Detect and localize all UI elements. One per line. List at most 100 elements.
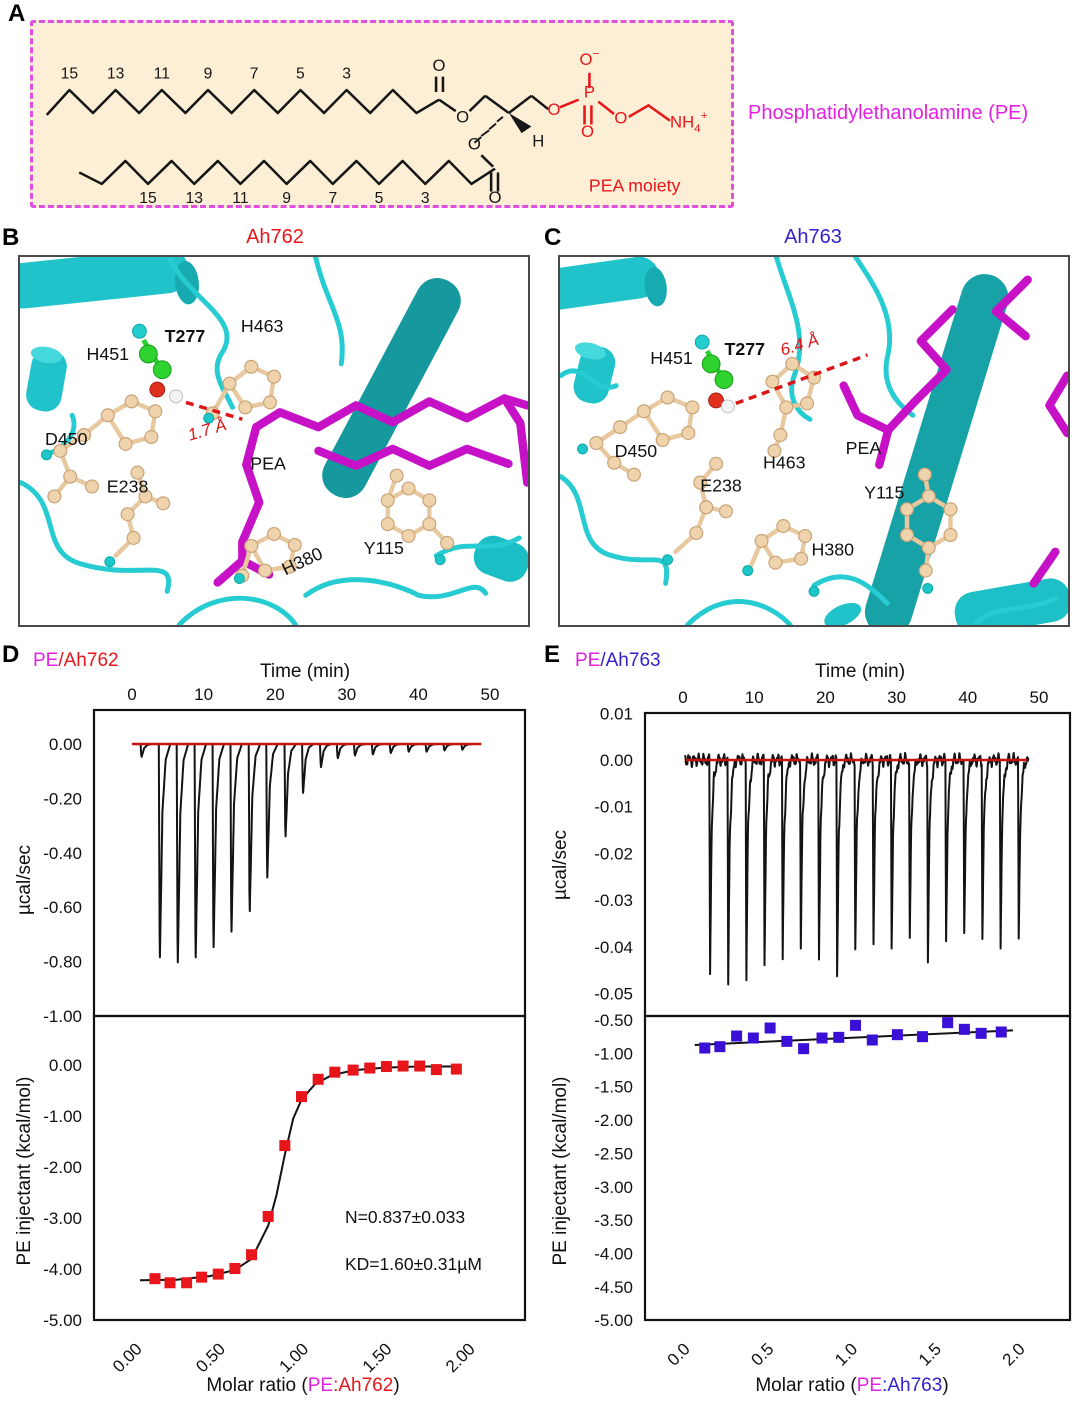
svg-text:-3.50: -3.50 xyxy=(594,1211,633,1230)
svg-text:40: 40 xyxy=(409,685,428,704)
svg-text:H: H xyxy=(532,133,544,151)
svg-text:30: 30 xyxy=(337,685,356,704)
svg-text:-4.50: -4.50 xyxy=(594,1278,633,1297)
panel-b-structure: 1.7 Å H451 T277 H463 D450 E238 PEA H380 … xyxy=(1,247,532,628)
panel-d-header: PE/Ah762 xyxy=(33,650,119,672)
svg-text:-1.00: -1.00 xyxy=(43,1107,82,1126)
helix-cylinders xyxy=(1,247,530,582)
svg-text:0: 0 xyxy=(678,688,687,707)
panel-e-header: PE/Ah763 xyxy=(575,650,661,672)
residue-label-t277: T277 xyxy=(724,339,765,359)
svg-text:-3.00: -3.00 xyxy=(43,1209,82,1228)
distance-label: 1.7 Å xyxy=(186,415,229,445)
svg-text:-1.00: -1.00 xyxy=(43,1007,82,1026)
ligand-pea xyxy=(213,394,532,587)
svg-text:50: 50 xyxy=(1030,688,1049,707)
svg-text:13: 13 xyxy=(185,190,202,205)
svg-text:-0.80: -0.80 xyxy=(43,953,82,972)
svg-text:P: P xyxy=(584,84,595,102)
svg-text:O: O xyxy=(468,136,481,154)
ah762-pocket-render: 1.7 Å H451 T277 H463 D450 E238 PEA H380 … xyxy=(1,247,532,628)
wedge-bond xyxy=(508,113,532,134)
ucal-axis-title: µcal/sec xyxy=(550,830,571,900)
svg-text:-1.50: -1.50 xyxy=(594,1078,633,1097)
pea-moiety-label: PEA moiety xyxy=(589,176,681,196)
svg-text:11: 11 xyxy=(232,190,248,205)
svg-text:10: 10 xyxy=(194,685,213,704)
pe-structure-box: O O O O H O P O O O− NH4+ 15 15 13 13 11 11 9 9 7 7 5 5 3 3 PEA… xyxy=(30,20,734,208)
svg-text:-5.00: -5.00 xyxy=(43,1311,82,1330)
panel-c-structure: 6.4 Å H451 T277 H463 D450 E238 PEA H380 … xyxy=(531,254,1072,636)
itc-plot-ah762: 0 10 20 30 40 50 0.00 -0.20 -0.40 -0.60 -0.80 -1.00… xyxy=(14,661,527,1396)
svg-text:0.0: 0.0 xyxy=(664,1339,694,1369)
panel-label-e: E xyxy=(544,641,561,668)
panel-d-header-protein: /Ah762 xyxy=(58,650,119,671)
svg-text:-1.00: -1.00 xyxy=(594,1044,633,1063)
svg-text:-5.00: -5.00 xyxy=(594,1311,633,1330)
panel-b-title: Ah762 xyxy=(246,226,304,248)
svg-text:9: 9 xyxy=(204,66,213,83)
t277-sidechain xyxy=(694,334,735,414)
ligand-pea xyxy=(839,275,1072,588)
ucal-axis-title: µcal/sec xyxy=(14,845,35,915)
svg-text:7: 7 xyxy=(250,66,259,83)
svg-text:15: 15 xyxy=(139,190,156,205)
svg-text:1.5: 1.5 xyxy=(915,1339,945,1369)
ah763-pocket-render: 6.4 Å H451 T277 H463 D450 E238 PEA H380 … xyxy=(531,254,1072,636)
loops xyxy=(18,254,522,628)
hashed-bond xyxy=(473,116,504,144)
svg-text:5: 5 xyxy=(375,190,384,205)
svg-text:NH4+: NH4+ xyxy=(670,109,708,135)
svg-text:-2.50: -2.50 xyxy=(594,1144,633,1163)
svg-text:0.00: 0.00 xyxy=(109,1339,146,1376)
svg-text:0.00: 0.00 xyxy=(49,1056,82,1075)
svg-text:0.50: 0.50 xyxy=(192,1339,229,1376)
t277-sidechain xyxy=(132,323,183,404)
panel-label-a: A xyxy=(8,0,26,27)
svg-text:20: 20 xyxy=(266,685,285,704)
svg-text:40: 40 xyxy=(958,688,977,707)
svg-text:O: O xyxy=(433,57,446,75)
svg-text:-0.02: -0.02 xyxy=(594,844,633,863)
svg-text:-4.00: -4.00 xyxy=(43,1260,82,1279)
svg-text:O: O xyxy=(456,109,469,127)
svg-text:O: O xyxy=(581,123,594,141)
residue-label-y115: Y115 xyxy=(364,538,404,558)
svg-text:10: 10 xyxy=(745,688,764,707)
svg-text:-0.20: -0.20 xyxy=(43,789,82,808)
itc-plot-ah763: 0 10 20 30 40 50 0.01 0.00 -0.01 -0.02 -0.03 -0.04 -… xyxy=(550,661,1072,1396)
svg-text:15: 15 xyxy=(61,66,78,83)
residue-label-e238: E238 xyxy=(700,475,742,495)
svg-text:1.0: 1.0 xyxy=(831,1339,861,1369)
svg-text:N=0.837±0.033: N=0.837±0.033 xyxy=(345,1207,465,1227)
svg-text:1.00: 1.00 xyxy=(275,1339,312,1376)
svg-text:-0.01: -0.01 xyxy=(594,798,633,817)
sn2-chain xyxy=(78,154,500,192)
panel-label-b: B xyxy=(2,224,20,251)
hbond-dashed-line xyxy=(185,400,243,421)
time-axis-title: Time (min) xyxy=(260,661,350,682)
svg-text:-3.00: -3.00 xyxy=(594,1178,633,1197)
svg-text:50: 50 xyxy=(481,685,500,704)
residue-label-h463: H463 xyxy=(241,316,284,336)
svg-text:-0.05: -0.05 xyxy=(594,985,633,1004)
svg-text:-0.03: -0.03 xyxy=(594,891,633,910)
svg-text:-2.00: -2.00 xyxy=(594,1111,633,1130)
svg-text:-0.04: -0.04 xyxy=(594,938,633,957)
glycerol-backbone xyxy=(473,94,549,144)
svg-text:7: 7 xyxy=(328,190,337,205)
panel-e-header-protein: /Ah763 xyxy=(600,650,661,671)
residue-label-h463: H463 xyxy=(763,453,806,473)
residue-label-h451: H451 xyxy=(650,348,693,368)
svg-text:3: 3 xyxy=(421,190,430,205)
residue-label-h380: H380 xyxy=(279,543,326,579)
residue-label-h380: H380 xyxy=(812,540,855,560)
panel-label-c: C xyxy=(544,224,562,251)
molar-ratio-axis-title: Molar ratio (PE:Ah763) xyxy=(755,1375,948,1396)
svg-text:3: 3 xyxy=(342,66,351,83)
pea-headgroup xyxy=(559,72,671,125)
residue-label-h451: H451 xyxy=(87,344,130,364)
svg-text:0: 0 xyxy=(127,685,136,704)
svg-text:30: 30 xyxy=(887,688,906,707)
